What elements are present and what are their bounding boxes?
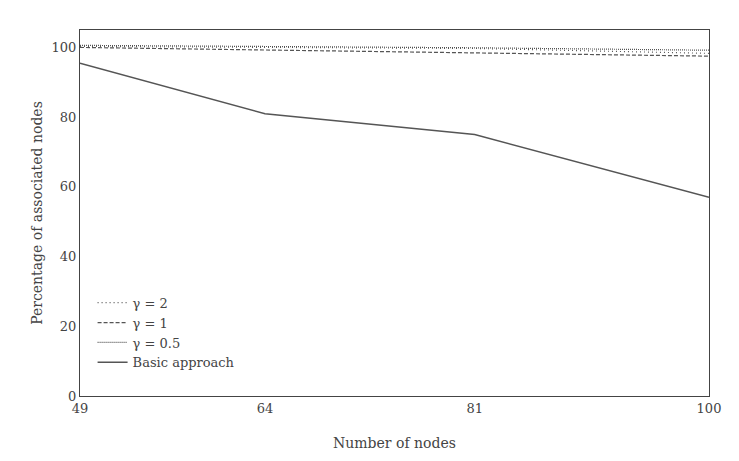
svg-text:γ = 0.5: γ = 0.5 [133,336,181,351]
svg-text:100: 100 [697,401,722,416]
svg-text:Number of nodes: Number of nodes [333,435,456,451]
svg-text:60: 60 [60,179,77,194]
svg-text:20: 20 [60,319,77,334]
svg-text:40: 40 [60,249,77,264]
svg-text:0: 0 [68,389,76,404]
svg-text:100: 100 [52,40,77,55]
svg-text:γ = 1: γ = 1 [133,316,168,331]
svg-text:γ = 2: γ = 2 [133,296,168,311]
svg-text:81: 81 [466,401,483,416]
svg-text:Percentage of associated nodes: Percentage of associated nodes [29,101,45,325]
svg-text:49: 49 [72,401,89,416]
svg-text:80: 80 [60,110,77,125]
svg-text:Basic approach: Basic approach [133,355,235,370]
svg-text:64: 64 [257,401,274,416]
